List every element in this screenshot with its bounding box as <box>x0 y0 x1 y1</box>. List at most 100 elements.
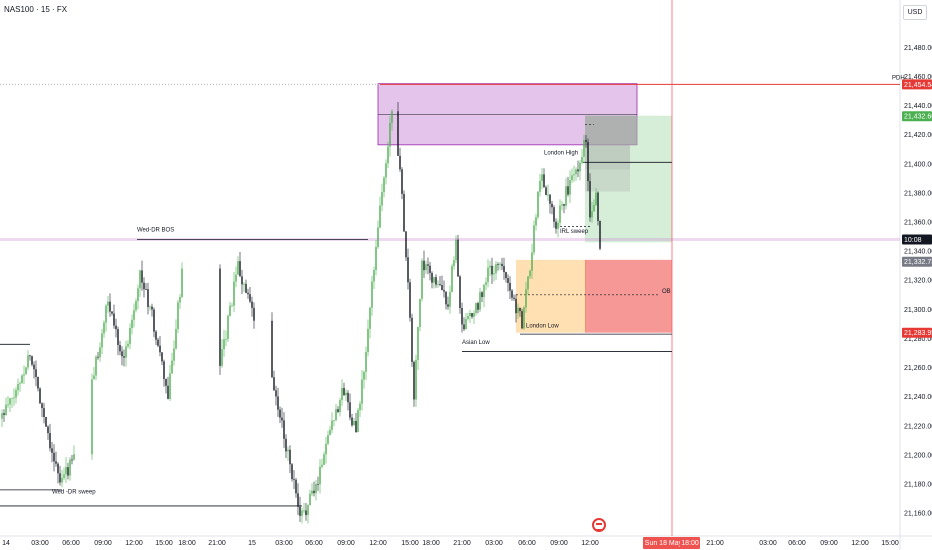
candle-body <box>97 356 99 358</box>
candle-body <box>131 319 133 329</box>
candle-body <box>363 371 365 380</box>
currency-button[interactable]: USD <box>903 5 927 20</box>
candle-body <box>457 239 459 277</box>
candle-body <box>593 205 595 212</box>
candle-body <box>409 282 411 318</box>
candle-body <box>597 192 599 221</box>
candle-body <box>55 461 57 464</box>
y-tick-label: 21,460.00 <box>904 74 932 81</box>
x-tick-label: 09:00 <box>820 540 838 547</box>
x-tick-label: 03:00 <box>31 540 49 547</box>
candle-body <box>391 111 393 123</box>
candle-body <box>355 420 357 433</box>
annotation-label: Wed-DR BOS <box>137 228 174 234</box>
candle-body <box>125 346 127 358</box>
date-time-text: 18:00 <box>681 540 699 547</box>
candle-body <box>99 347 101 358</box>
y-tick-label: 21,440.00 <box>904 103 932 110</box>
candle-body <box>451 266 453 293</box>
candle-body <box>465 318 467 330</box>
candle-body <box>455 239 457 261</box>
candle-body <box>323 454 325 465</box>
candle-body <box>13 397 15 399</box>
x-tick-label: 12:00 <box>369 540 387 547</box>
candle-body <box>57 463 59 474</box>
candle-body <box>407 257 409 283</box>
candle-body <box>103 322 105 334</box>
y-tick-label: 21,360.00 <box>904 220 932 227</box>
candle-body <box>517 307 519 314</box>
candle-body <box>473 312 475 317</box>
candle-body <box>277 396 279 410</box>
candle-body <box>155 331 157 340</box>
candle-body <box>311 490 313 494</box>
candle-body <box>343 387 345 396</box>
candle-body <box>25 367 27 375</box>
candle-body <box>579 162 581 172</box>
candle-body <box>21 375 23 384</box>
candle-body <box>175 329 177 349</box>
candle-body <box>357 410 359 433</box>
candle-body <box>537 191 539 218</box>
candle-body <box>591 211 593 218</box>
candle-body <box>249 294 251 302</box>
candle-body <box>117 329 119 346</box>
candle-body <box>379 205 381 228</box>
candle-body <box>405 231 407 258</box>
candle-body <box>511 290 513 298</box>
candle-body <box>403 193 405 232</box>
candle-body <box>487 267 489 283</box>
candle-body <box>331 420 333 430</box>
price-label-text: 21,432.66 <box>904 114 932 121</box>
y-tick-label: 21,200.00 <box>904 452 932 459</box>
candle-body <box>427 264 429 266</box>
candle-body <box>539 180 541 192</box>
candle-body <box>251 301 253 308</box>
y-tick-label: 21,260.00 <box>904 365 932 372</box>
price-label-box <box>902 327 932 338</box>
y-tick-label: 21,400.00 <box>904 161 932 168</box>
grey-box-2 <box>585 144 630 170</box>
x-tick-label: 09:00 <box>550 540 568 547</box>
candle-body <box>101 333 103 348</box>
stop-zone <box>585 259 672 333</box>
candle-body <box>171 360 173 374</box>
x-tick-label: 21:00 <box>453 540 471 547</box>
candle-body <box>415 359 417 400</box>
y-tick-label: 21,340.00 <box>904 249 932 256</box>
candle-body <box>507 278 509 283</box>
candle-body <box>47 426 49 434</box>
candle-body <box>315 483 317 494</box>
y-tick-label: 21,160.00 <box>904 511 932 518</box>
candle-body <box>489 265 491 268</box>
candle-body <box>287 449 289 452</box>
candle-body <box>449 292 451 307</box>
x-tick-label: 21:00 <box>208 540 226 547</box>
candle-body <box>283 420 285 439</box>
date-time-box <box>680 537 700 549</box>
candle-body <box>129 328 131 344</box>
candle-body <box>569 180 571 195</box>
candle-body <box>137 288 139 302</box>
candle-body <box>163 361 165 379</box>
x-tick-label: 09:00 <box>337 540 355 547</box>
candle-body <box>361 379 363 404</box>
y-tick-label: 21,420.00 <box>904 132 932 139</box>
candle-body <box>33 364 35 370</box>
candle-body <box>495 264 497 274</box>
date-label-text: Sun 18 May '25 <box>645 540 694 547</box>
candle-body <box>535 217 537 226</box>
candle-body <box>301 510 303 516</box>
candle-body <box>95 356 97 376</box>
candle-body <box>521 311 523 329</box>
candle-body <box>41 403 43 409</box>
y-tick-label: 21,300.00 <box>904 307 932 314</box>
candle-body <box>353 420 355 426</box>
candle-body <box>373 269 375 282</box>
candle-body <box>241 276 243 285</box>
candle-body <box>237 261 239 275</box>
candle-body <box>181 268 183 298</box>
candle-body <box>483 284 485 298</box>
candle-body <box>53 452 55 462</box>
